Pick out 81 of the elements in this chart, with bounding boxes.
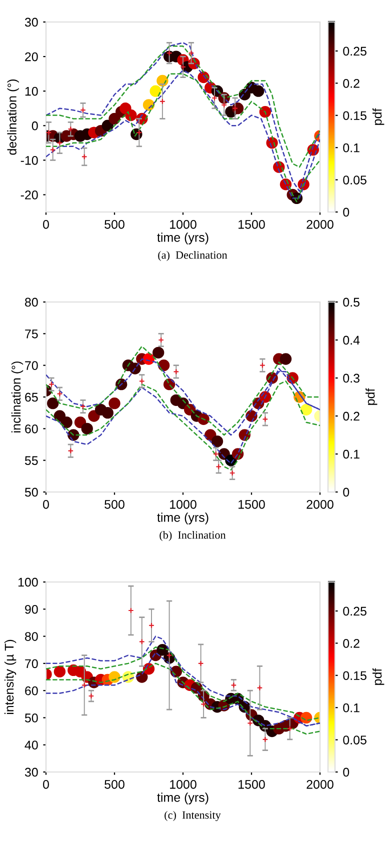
color-bar-label: 0 — [343, 488, 350, 497]
y-tick-label: 50 — [24, 714, 38, 722]
y-tick-label: 70 — [25, 361, 38, 370]
y-tick-label: 55 — [24, 456, 38, 465]
color-bar-label: 0.1 — [343, 143, 360, 152]
x-tick-label: 2000 — [306, 220, 334, 229]
point — [88, 693, 94, 699]
y-tick-label: 0 — [32, 121, 38, 130]
x-tick-label: 0 — [43, 220, 49, 229]
point — [80, 404, 86, 410]
point — [48, 381, 54, 388]
color-bar-label: 0.25 — [343, 606, 366, 616]
color-bar-label: 0.1 — [343, 703, 360, 712]
x-axis-title: time (yrs) — [157, 512, 208, 524]
y-axis-title: declination (°) — [7, 79, 19, 155]
color-bar-title: pdf — [366, 388, 378, 405]
color-bar-label: 0.2 — [343, 78, 360, 88]
y-tick-label: 80 — [25, 632, 38, 641]
y-axis-title: inclination (°) — [11, 362, 24, 432]
color-bar-label: 0.05 — [343, 176, 366, 184]
point — [212, 95, 218, 101]
point — [216, 464, 222, 470]
x-axis-title: time (yrs) — [157, 232, 208, 244]
color-bar-label: 0.25 — [343, 46, 366, 56]
y-tick-label: 30 — [24, 18, 38, 27]
color-bar-label: 0.15 — [343, 671, 366, 680]
point — [68, 448, 74, 454]
color-bar-label: 0.2 — [343, 412, 360, 421]
color-bar-title: pdf — [372, 108, 384, 125]
x-tick-label: 0 — [43, 780, 49, 789]
line-series — [46, 46, 320, 168]
y-tick-label: -20 — [20, 190, 38, 200]
x-tick-label: 1000 — [170, 220, 196, 229]
y-tick-label: 60 — [25, 686, 38, 696]
color-bar-title: pdf — [372, 668, 384, 685]
color-bar-label: 0.5 — [343, 298, 360, 307]
point — [262, 416, 268, 422]
point — [260, 362, 266, 368]
point — [81, 154, 88, 160]
y-tick-label: 10 — [25, 86, 38, 96]
y-tick-label: 60 — [25, 424, 38, 434]
y-tick-label: 90 — [25, 604, 38, 614]
point — [212, 451, 219, 457]
point — [50, 146, 56, 153]
color-bar-label: 0.2 — [343, 638, 360, 648]
x-tick-label: 1500 — [238, 500, 265, 509]
y-tick-label: 30 — [24, 768, 38, 777]
color-bar-label: 0 — [343, 208, 350, 217]
y-tick-label: 65 — [25, 392, 38, 402]
y-tick-label: 75 — [25, 330, 38, 338]
x-axis-title: time (yrs) — [157, 792, 208, 804]
y-tick-label: -10 — [20, 156, 38, 165]
y-tick-label: 80 — [25, 298, 38, 307]
point — [173, 368, 180, 375]
y-tick-label: 40 — [24, 740, 38, 750]
x-tick-label: 2000 — [306, 500, 334, 509]
y-axis-title: intensity (µ T) — [4, 640, 16, 714]
text: (c) Intensity — [164, 810, 221, 822]
x-tick-label: 500 — [104, 780, 124, 789]
y-tick-label: 50 — [24, 488, 38, 497]
text: (a) Declination — [158, 250, 228, 262]
text: (b) Inclination — [160, 530, 226, 542]
x-tick-label: 0 — [43, 500, 49, 509]
y-tick-label: 70 — [25, 659, 38, 668]
color-bar-label: 0.3 — [343, 374, 360, 383]
x-tick-label: 1500 — [238, 220, 265, 229]
x-tick-label: 1000 — [170, 500, 196, 509]
y-tick-label: 20 — [25, 52, 38, 62]
color-bar-label: 0.15 — [343, 111, 366, 120]
x-tick-label: 500 — [104, 220, 124, 229]
color-bar-label: 0.1 — [343, 450, 360, 459]
color-bar-label: 0 — [343, 768, 350, 777]
x-tick-label: 2000 — [306, 780, 334, 789]
point — [229, 470, 236, 476]
x-tick-label: 500 — [104, 500, 124, 509]
x-tick-label: 1000 — [170, 780, 196, 789]
color-bar-label: 0.4 — [343, 336, 360, 345]
color-bar-label: 0.05 — [343, 736, 366, 744]
x-tick-label: 1500 — [238, 780, 265, 789]
point — [56, 390, 63, 397]
y-tick-label: 100 — [18, 578, 38, 587]
